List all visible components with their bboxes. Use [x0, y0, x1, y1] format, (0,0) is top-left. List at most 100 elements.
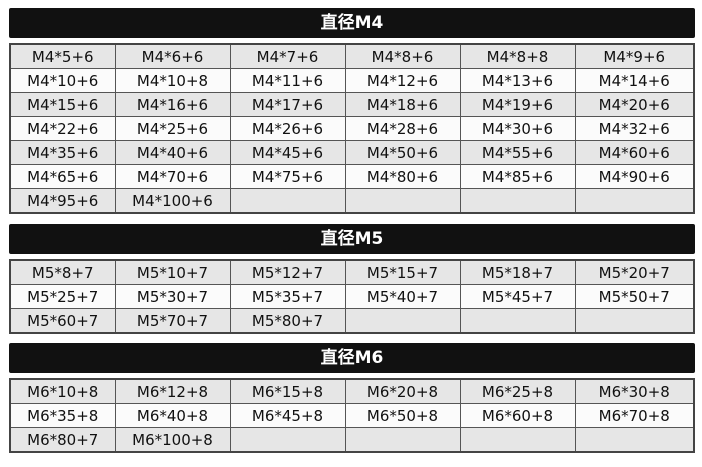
size-cell: M4*7+6	[229, 43, 346, 69]
size-cell: M6*60+8	[459, 403, 576, 428]
size-cell: M4*13+6	[459, 68, 576, 93]
size-cell	[574, 188, 695, 214]
size-cell	[344, 427, 461, 453]
size-cell: M6*80+7	[9, 427, 116, 453]
size-cell: M4*28+6	[344, 116, 461, 141]
size-cell: M5*25+7	[9, 284, 116, 309]
size-cell: M4*90+6	[574, 164, 695, 189]
size-cell: M6*20+8	[344, 378, 461, 404]
size-cell: M4*6+6	[114, 43, 231, 69]
size-cell: M4*70+6	[114, 164, 231, 189]
size-table: M4*5+6 M4*6+6 M4*7+6 M4*8+6 M4*8+8 M4*9+6 M4*1…	[9, 43, 695, 214]
size-cell: M4*25+6	[114, 116, 231, 141]
size-cell: M6*25+8	[459, 378, 576, 404]
size-cell: M4*40+6	[114, 140, 231, 165]
size-cell: M4*75+6	[229, 164, 346, 189]
size-cell: M6*50+8	[344, 403, 461, 428]
table-row: M4*15+6 M4*16+6 M4*17+6 M4*18+6 M4*19+6 M4*20…	[9, 92, 695, 117]
size-cell: M4*65+6	[9, 164, 116, 189]
size-cell: M5*18+7	[459, 259, 576, 285]
size-cell: M4*60+6	[574, 140, 695, 165]
size-cell: M4*8+6	[344, 43, 461, 69]
table-row: M5*25+7 M5*30+7 M5*35+7 M5*40+7 M5*45+7 M5*50…	[9, 284, 695, 309]
size-cell: M6*35+8	[9, 403, 116, 428]
table-row: M6*10+8 M6*12+8 M6*15+8 M6*20+8 M6*25+8 M6*30…	[9, 378, 695, 404]
table-row: M4*5+6 M4*6+6 M4*7+6 M4*8+6 M4*8+8 M4*9+6	[9, 43, 695, 69]
section-title: 直径M4	[9, 8, 695, 38]
size-cell: M4*55+6	[459, 140, 576, 165]
size-cell	[229, 188, 346, 214]
size-cell: M4*30+6	[459, 116, 576, 141]
size-cell: M6*100+8	[114, 427, 231, 453]
size-cell: M5*8+7	[9, 259, 116, 285]
size-cell	[459, 188, 576, 214]
size-cell: M4*12+6	[344, 68, 461, 93]
size-cell	[574, 308, 695, 334]
size-cell: M4*10+6	[9, 68, 116, 93]
size-cell: M5*45+7	[459, 284, 576, 309]
size-cell: M4*14+6	[574, 68, 695, 93]
size-cell: M4*17+6	[229, 92, 346, 117]
size-cell: M4*85+6	[459, 164, 576, 189]
size-cell: M4*22+6	[9, 116, 116, 141]
size-cell: M5*15+7	[344, 259, 461, 285]
size-table: M5*8+7 M5*10+7 M5*12+7 M5*15+7 M5*18+7 M5*20+…	[9, 259, 695, 334]
section-title: 直径M5	[9, 224, 695, 254]
size-cell	[344, 188, 461, 214]
size-cell: M4*50+6	[344, 140, 461, 165]
section-title: 直径M6	[9, 343, 695, 373]
size-cell: M4*9+6	[574, 43, 695, 69]
size-cell: M6*45+8	[229, 403, 346, 428]
table-row: M4*65+6 M4*70+6 M4*75+6 M4*80+6 M4*85+6 M4*90…	[9, 164, 695, 189]
size-cell: M4*15+6	[9, 92, 116, 117]
size-cell: M6*70+8	[574, 403, 695, 428]
size-cell: M4*95+6	[9, 188, 116, 214]
size-cell: M6*40+8	[114, 403, 231, 428]
size-cell: M6*12+8	[114, 378, 231, 404]
size-cell: M6*15+8	[229, 378, 346, 404]
section-0: 直径M4 M4*5+6 M4*6+6 M4*7+6 M4*8+6 M4*8+8 M4*9+6…	[9, 8, 695, 214]
size-cell: M4*18+6	[344, 92, 461, 117]
size-cell: M5*20+7	[574, 259, 695, 285]
size-cell: M4*8+8	[459, 43, 576, 69]
size-cell: M4*80+6	[344, 164, 461, 189]
size-cell: M5*50+7	[574, 284, 695, 309]
table-row: M4*10+6 M4*10+8 M4*11+6 M4*12+6 M4*13+6 M4*14…	[9, 68, 695, 93]
size-cell: M4*16+6	[114, 92, 231, 117]
size-cell: M5*80+7	[229, 308, 346, 334]
size-cell: M4*100+6	[114, 188, 231, 214]
size-cell: M5*40+7	[344, 284, 461, 309]
table-row: M5*8+7 M5*10+7 M5*12+7 M5*15+7 M5*18+7 M5*20+…	[9, 259, 695, 285]
size-cell: M5*30+7	[114, 284, 231, 309]
size-cell	[459, 427, 576, 453]
table-row: M5*60+7 M5*70+7 M5*80+7	[9, 308, 695, 334]
size-cell: M4*5+6	[9, 43, 116, 69]
size-cell: M4*35+6	[9, 140, 116, 165]
size-cell: M5*70+7	[114, 308, 231, 334]
size-cell: M6*10+8	[9, 378, 116, 404]
table-row: M4*22+6 M4*25+6 M4*26+6 M4*28+6 M4*30+6 M4*32…	[9, 116, 695, 141]
size-cell: M4*11+6	[229, 68, 346, 93]
size-cell	[344, 308, 461, 334]
table-row: M4*95+6 M4*100+6	[9, 188, 695, 214]
table-row: M6*35+8 M6*40+8 M6*45+8 M6*50+8 M6*60+8 M6*70…	[9, 403, 695, 428]
table-row: M4*35+6 M4*40+6 M4*45+6 M4*50+6 M4*55+6 M4*60…	[9, 140, 695, 165]
size-cell	[459, 308, 576, 334]
size-cell	[229, 427, 346, 453]
size-cell: M4*10+8	[114, 68, 231, 93]
size-cell: M6*30+8	[574, 378, 695, 404]
size-cell: M5*35+7	[229, 284, 346, 309]
size-cell	[574, 427, 695, 453]
section-2: 直径M6 M6*10+8 M6*12+8 M6*15+8 M6*20+8 M6*25+8 M…	[9, 343, 695, 453]
size-cell: M4*45+6	[229, 140, 346, 165]
size-cell: M4*20+6	[574, 92, 695, 117]
table-row: M6*80+7 M6*100+8	[9, 427, 695, 453]
size-cell: M4*32+6	[574, 116, 695, 141]
size-cell: M5*60+7	[9, 308, 116, 334]
section-1: 直径M5 M5*8+7 M5*10+7 M5*12+7 M5*15+7 M5*18+7 M5…	[9, 224, 695, 334]
size-cell: M5*12+7	[229, 259, 346, 285]
size-table: M6*10+8 M6*12+8 M6*15+8 M6*20+8 M6*25+8 M6*30…	[9, 378, 695, 453]
size-cell: M5*10+7	[114, 259, 231, 285]
size-cell: M4*26+6	[229, 116, 346, 141]
size-cell: M4*19+6	[459, 92, 576, 117]
